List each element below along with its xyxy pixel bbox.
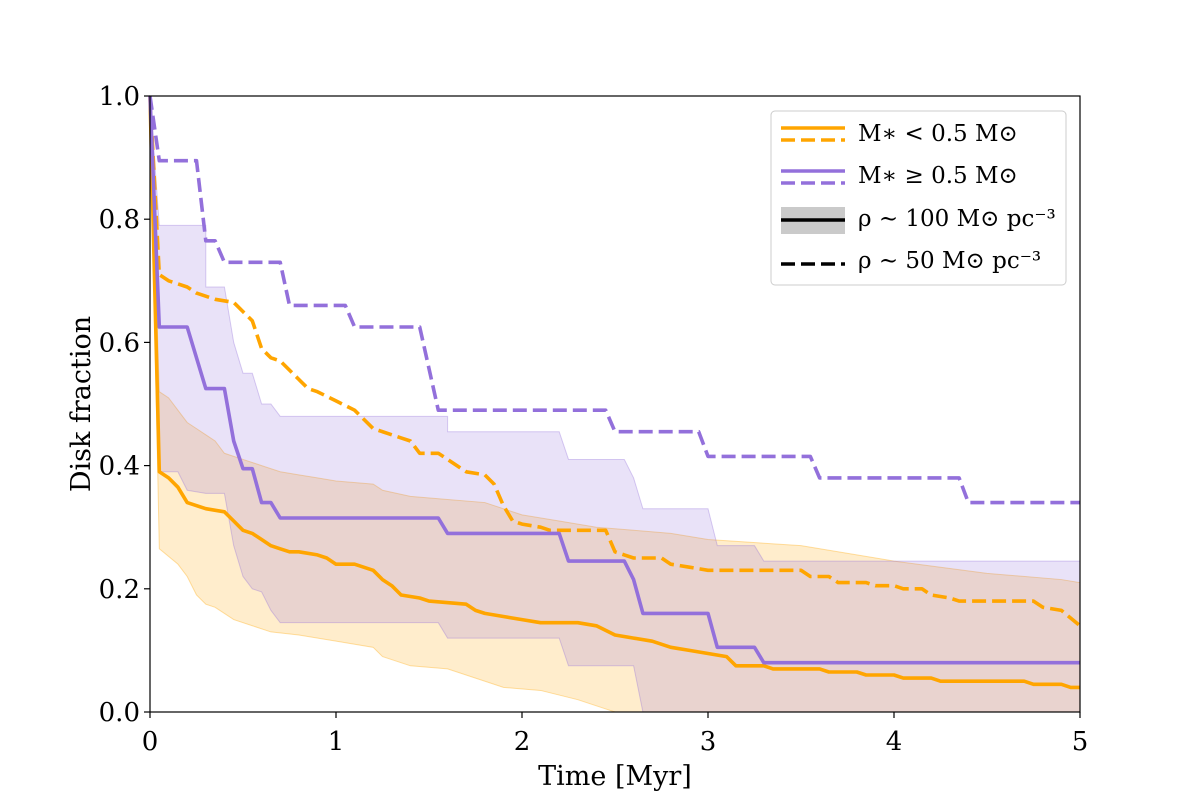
series-line-0 xyxy=(148,95,1080,690)
legend-label-rho50: ρ ∼ 50 M⊙ pc⁻³ xyxy=(858,248,1041,274)
axis-ticks: 0 1 2 3 4 5 0.0 0.2 0.4 0.6 0.8 1.0 xyxy=(99,82,1089,757)
legend-label-high-mass: M∗ ≥ 0.5 M⊙ xyxy=(858,163,1018,189)
plot-frame xyxy=(149,95,1081,713)
legend-box xyxy=(770,110,1067,286)
y-tick-label: 0.2 xyxy=(99,575,140,605)
x-tick-label: 5 xyxy=(1072,727,1089,757)
y-tick-label: 0.0 xyxy=(99,698,140,728)
series-line-2 xyxy=(148,95,1080,665)
y-tick-label: 0.6 xyxy=(99,328,140,358)
y-tick-label: 1.0 xyxy=(99,82,140,112)
y-tick-label: 0.4 xyxy=(99,452,140,482)
series-lines xyxy=(148,95,1082,690)
x-tick-label: 0 xyxy=(142,727,159,757)
series-line-3 xyxy=(148,95,1080,505)
x-axis-title: Time [Myr] xyxy=(538,761,692,792)
legend-label-low-mass: M∗ < 0.5 M⊙ xyxy=(858,121,1018,147)
legend: M∗ < 0.5 M⊙ M∗ ≥ 0.5 M⊙ ρ ∼ 100 M⊙ pc⁻³ … xyxy=(770,110,1067,286)
x-tick-label: 2 xyxy=(514,727,531,757)
legend-label-rho100: ρ ∼ 100 M⊙ pc⁻³ xyxy=(858,206,1056,232)
y-tick-label: 0.8 xyxy=(99,205,140,235)
x-tick-label: 4 xyxy=(886,727,903,757)
series-line-1 xyxy=(148,95,1082,628)
x-tick-label: 3 xyxy=(700,727,717,757)
band-1 xyxy=(149,95,1081,713)
y-axis-title: Disk fraction xyxy=(66,316,97,492)
x-tick-label: 1 xyxy=(328,727,345,757)
